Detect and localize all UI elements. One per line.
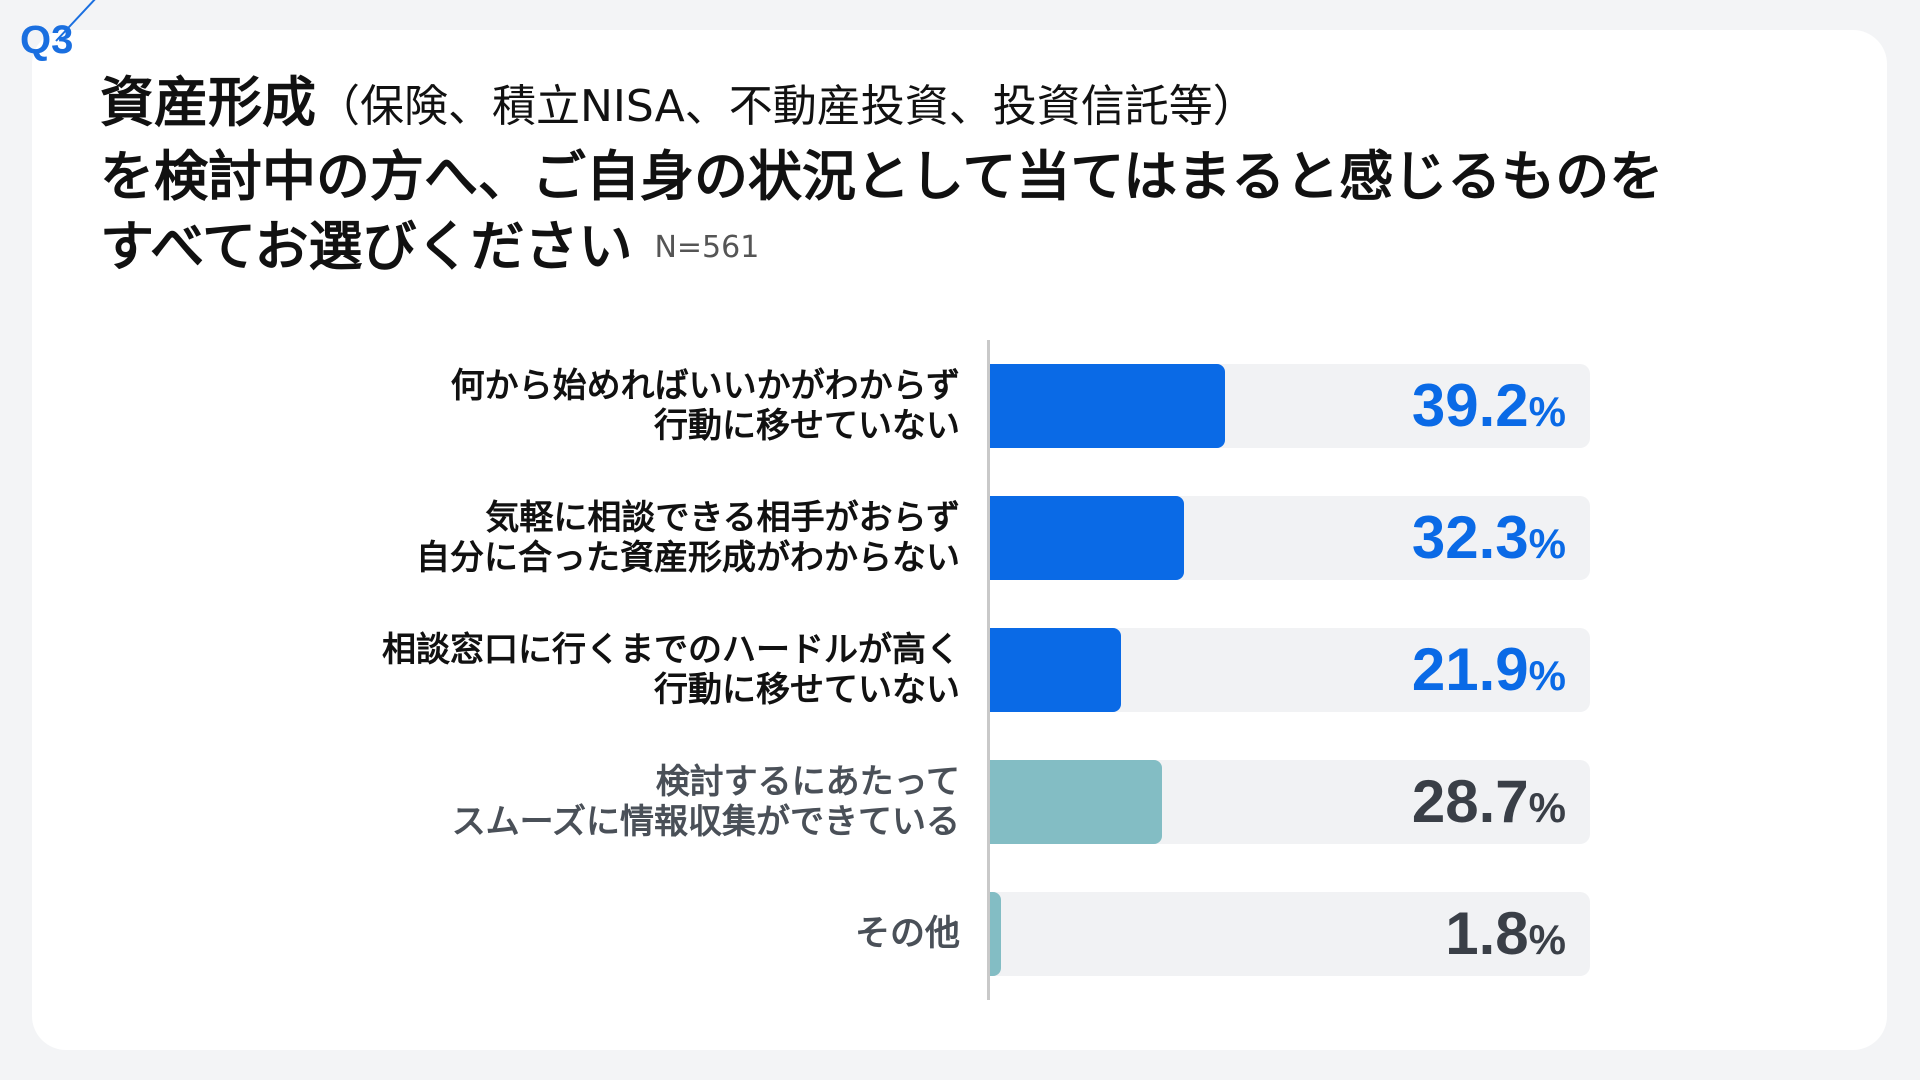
category-label-line: 相談窓口に行くまでのハードルが高く [382, 630, 960, 670]
category-label: その他 [320, 914, 960, 954]
title-line-3-text: すべてお選びください [100, 215, 633, 278]
value-label: 28.7% [1412, 760, 1566, 850]
percent-sign: % [1528, 520, 1566, 567]
category-label-line: 行動に移せていない [654, 406, 960, 446]
value-number: 39.2 [1411, 372, 1529, 439]
category-label-line: 何から始めればいいかがわからず [450, 366, 960, 406]
percent-sign: % [1528, 784, 1566, 831]
value-label: 32.3% [1412, 496, 1566, 586]
value-number: 1.8 [1445, 900, 1529, 967]
category-label: 検討するにあたって スムーズに情報収集ができている [320, 762, 960, 842]
category-label-line: 行動に移せていない [654, 670, 960, 710]
category-label-line: 気軽に相談できる相手がおらず [485, 498, 960, 538]
title-sub: （保険、積立NISA、不動産投資、投資信託等） [316, 81, 1257, 132]
category-label-line: 自分に合った資産形成がわからない [416, 538, 960, 578]
category-label-line: スムーズに情報収集ができている [451, 802, 960, 842]
category-label-line: 検討するにあたって [655, 762, 960, 802]
value-label: 1.8% [1445, 892, 1566, 982]
percent-sign: % [1528, 652, 1566, 699]
value-number: 21.9 [1411, 636, 1529, 703]
title-line-1: 資産形成（保険、積立NISA、不動産投資、投資信託等） [100, 68, 1860, 142]
title-main: 資産形成 [100, 71, 316, 134]
value-number: 28.7 [1411, 768, 1529, 835]
percent-sign: % [1528, 388, 1566, 435]
category-label-line: その他 [854, 914, 960, 954]
y-axis-line [987, 340, 990, 1000]
value-number: 32.3 [1411, 504, 1529, 571]
title-line-3: すべてお選びください N=561 [100, 212, 1860, 283]
bar [990, 628, 1122, 712]
value-label: 21.9% [1412, 628, 1566, 718]
category-label: 相談窓口に行くまでのハードルが高く 行動に移せていない [320, 630, 960, 710]
bar [990, 760, 1163, 844]
title-line-2: を検討中の方へ、ご自身の状況として当てはまると感じるものを [100, 145, 1664, 208]
bar [990, 496, 1184, 580]
bar-track [990, 892, 1590, 976]
question-number: Q3 [20, 18, 74, 62]
value-label: 39.2% [1412, 364, 1566, 454]
category-label: 何から始めればいいかがわからず 行動に移せていない [320, 366, 960, 446]
bar [990, 364, 1226, 448]
category-label: 気軽に相談できる相手がおらず 自分に合った資産形成がわからない [320, 498, 960, 578]
bar [990, 892, 1001, 976]
chart-title: 資産形成（保険、積立NISA、不動産投資、投資信託等） を検討中の方へ、ご自身の… [100, 68, 1860, 283]
sample-size: N=561 [654, 230, 760, 265]
percent-sign: % [1528, 916, 1566, 963]
